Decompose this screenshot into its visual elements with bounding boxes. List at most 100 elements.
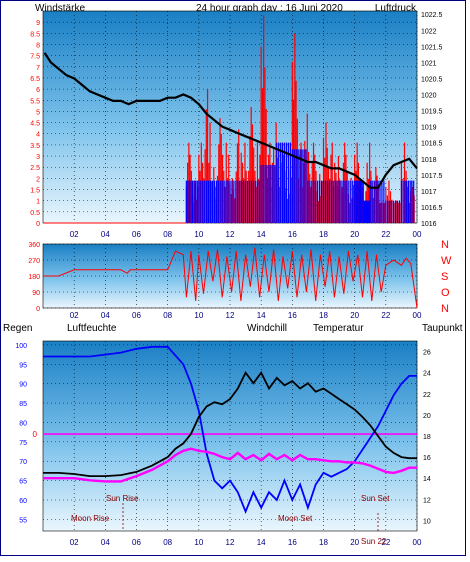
x-tick-label: 14: [257, 230, 266, 239]
temperatur-label: Temperatur: [313, 323, 364, 334]
wind-tick-label: 0: [36, 221, 40, 228]
pressure-lines: [43, 52, 418, 189]
compass-letter: S: [441, 271, 448, 283]
temperature-tick-label: 22: [423, 392, 431, 399]
wind-tick-label: 2.5: [30, 165, 40, 172]
humidity-tick-label: 85: [19, 401, 27, 408]
temperature-tick-label: 10: [423, 518, 431, 525]
x-tick-label: 10: [194, 230, 203, 239]
pressure-tick-label: 1018.5: [421, 141, 443, 148]
wind-tick-label: 6.5: [30, 76, 40, 83]
pressure-tick-label: 1018: [421, 157, 437, 164]
humidity-tick-label: 90: [19, 382, 27, 389]
humidity-tick-label: 60: [19, 498, 27, 505]
pressure-line: [43, 52, 418, 189]
x-tick-label: 08: [163, 538, 172, 547]
wind-axis-title: Windstärke: [35, 3, 85, 14]
rain-tick-label: 0: [33, 430, 38, 439]
x-tick-label: 00: [413, 538, 422, 547]
wind-tick-label: 5: [36, 109, 40, 116]
wind-tick-label: 8.5: [30, 31, 40, 38]
pressure-tick-label: 1022.5: [421, 12, 443, 19]
moon-rise-label: Moon Rise: [71, 514, 110, 523]
temperature-tick-label: 26: [423, 350, 431, 357]
humidity-tick-label: 100: [15, 343, 27, 350]
temperature-tick-label: 14: [423, 476, 431, 483]
direction-tick-label: 0: [36, 306, 40, 313]
climate-axes: 02 04 06 08 10 12 14 16 18 20 22 00 55 60 65 70 75 80 85 90…: [15, 343, 431, 547]
x-tick-label: 02: [70, 230, 79, 239]
humidity-tick-label: 95: [19, 362, 27, 369]
sun-set-label: Sun Set: [361, 494, 390, 503]
direction-tick-label: 270: [28, 258, 40, 265]
wind-tick-label: 1.5: [30, 188, 40, 195]
wind-tick-label: 7.5: [30, 54, 40, 61]
x-tick-label: 00: [413, 311, 422, 320]
humidity-tick-label: 70: [19, 459, 27, 466]
wind-tick-label: 5.5: [30, 98, 40, 105]
pressure-axis-title: Luftdruck: [375, 3, 417, 14]
x-tick-label: 18: [319, 538, 328, 547]
climate-lines: [43, 345, 417, 515]
temperature-tick-label: 20: [423, 413, 431, 420]
direction-line: [43, 247, 418, 309]
x-tick-label: 16: [288, 538, 297, 547]
direction-tick-label: 180: [28, 274, 40, 281]
x-tick-label: 16: [288, 230, 297, 239]
pressure-tick-label: 1021.5: [421, 44, 443, 51]
x-tick-label: 22: [381, 230, 390, 239]
taupunkt-label: Taupunkt: [422, 323, 463, 334]
humidity-tick-label: 55: [19, 517, 27, 524]
wind-tick-label: 4: [36, 132, 40, 139]
regen-label: Regen: [3, 323, 32, 334]
wind-tick-label: 7: [36, 65, 40, 72]
sun-rise-label: Sun Rise: [106, 494, 139, 503]
x-tick-label: 10: [194, 311, 203, 320]
x-tick-label: 20: [350, 311, 359, 320]
moon-set-label: Moon Set: [278, 514, 313, 523]
graph-title: 24 hour graph day : 16 Juni 2020: [196, 3, 343, 14]
pressure-tick-label: 1016: [421, 221, 437, 228]
pressure-tick-label: 1020.5: [421, 76, 443, 83]
x-tick-label: 14: [257, 311, 266, 320]
pressure-tick-label: 1020: [421, 93, 437, 100]
wind-tick-label: 3.5: [30, 143, 40, 150]
temperature-tick-label: 12: [423, 497, 431, 504]
x-tick-label: 22: [381, 538, 390, 547]
x-tick-label: 08: [163, 230, 172, 239]
temperature-tick-label: 18: [423, 434, 431, 441]
wind-pressure-axes: 02 04 06 08 10 12 14 16 18 20 22 0000.511.522.533.5…: [30, 12, 442, 239]
temperature-tick-label: 24: [423, 371, 431, 378]
compass-letter: N: [441, 239, 449, 251]
weather-chart-canvas: Windstärke 24 hour graph day : 16 Juni 2…: [3, 3, 463, 547]
x-tick-label: 06: [132, 230, 141, 239]
pressure-tick-label: 1022: [421, 28, 437, 35]
climate-plot-area: [42, 340, 418, 532]
x-tick-label: 08: [163, 311, 172, 320]
direction-tick-label: 360: [28, 242, 40, 249]
pressure-tick-label: 1019: [421, 125, 437, 132]
x-tick-label: 18: [319, 311, 328, 320]
x-tick-label: 04: [101, 311, 110, 320]
humidity-line: [43, 345, 417, 515]
x-tick-label: 02: [70, 538, 79, 547]
x-tick-label: 04: [101, 230, 110, 239]
x-tick-label: 06: [132, 538, 141, 547]
pressure-tick-label: 1017.5: [421, 173, 443, 180]
direction-tick-label: 90: [32, 290, 40, 297]
luftfeuchte-label: Luftfeuchte: [67, 323, 117, 334]
compass-letter: N: [441, 303, 449, 315]
wind-tick-label: 2: [36, 176, 40, 183]
x-tick-label: 18: [319, 230, 328, 239]
wind-tick-label: 9: [36, 20, 40, 27]
wind-tick-label: 3: [36, 154, 40, 161]
wind-tick-label: 0.5: [30, 210, 40, 217]
wind-tick-label: 8: [36, 42, 40, 49]
wind-tick-label: 1: [36, 199, 40, 206]
humidity-tick-label: 65: [19, 479, 27, 486]
compass-letter: O: [441, 287, 450, 299]
moon-sun-annotations: Moon Rise Sun Rise Moon Set Sun Set Sun …: [71, 494, 390, 546]
pressure-tick-label: 1017: [421, 189, 437, 196]
temperature-tick-label: 16: [423, 455, 431, 462]
